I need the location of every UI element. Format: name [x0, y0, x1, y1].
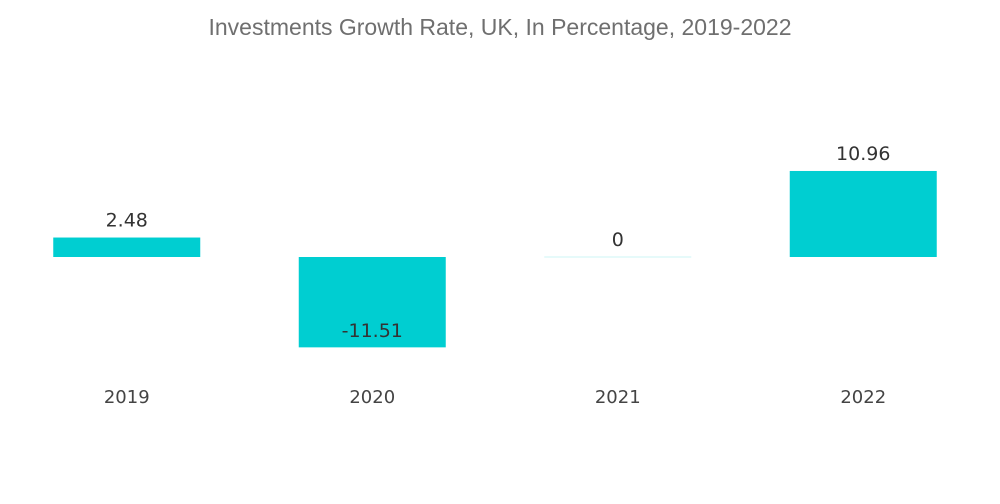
- value-label-2021: 0: [612, 229, 624, 251]
- x-axis-ticks: 2019 2020 2021 2022: [104, 387, 886, 408]
- x-tick-2020: 2020: [349, 387, 395, 408]
- value-label-2019: 2.48: [106, 210, 148, 232]
- bar-2019: [53, 237, 201, 257]
- x-tick-2022: 2022: [840, 387, 886, 408]
- value-labels-group: 2.48 -11.51 0 10.96: [106, 143, 891, 342]
- x-tick-2021: 2021: [595, 387, 641, 408]
- bar-2022: [789, 170, 937, 257]
- value-label-2022: 10.96: [836, 143, 890, 165]
- bars-group: [53, 170, 937, 348]
- chart-title: Investments Growth Rate, UK, In Percenta…: [208, 14, 792, 40]
- x-tick-2019: 2019: [104, 387, 150, 408]
- bar-2021: [544, 256, 692, 258]
- bar-2020: [298, 257, 446, 348]
- value-label-2020: -11.51: [342, 320, 403, 342]
